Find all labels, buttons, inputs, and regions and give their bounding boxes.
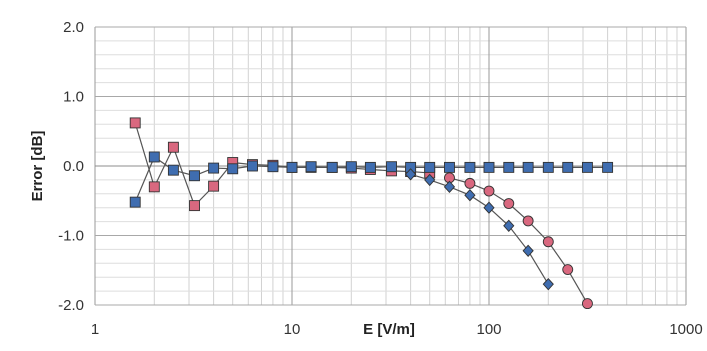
data-point-square (167, 164, 179, 176)
data-point-square (364, 161, 376, 173)
x-tick-labels: 1 10 100 1000 (91, 321, 703, 338)
x-tick-label: 10 (284, 321, 301, 338)
data-point-square (148, 181, 160, 193)
data-point-square (562, 161, 574, 173)
data-point-circle (542, 236, 554, 248)
y-tick-label: -2.0 (58, 297, 84, 314)
x-tick-label: 1 (91, 321, 99, 338)
data-point-diamond (522, 244, 534, 257)
data-point-diamond (443, 180, 456, 194)
data-point-circle (503, 198, 515, 209)
data-point-square (581, 161, 593, 173)
x-tick-label: 1000 (669, 321, 702, 338)
x-tick-label: 100 (476, 321, 501, 338)
data-point-diamond (404, 168, 417, 181)
data-point-diamond (424, 173, 436, 187)
x-axis-title: E [V/m] (363, 321, 415, 338)
data-point-square (189, 170, 200, 182)
series-line (134, 122, 430, 207)
y-tick-label: 0.0 (63, 158, 84, 175)
data-point-square (208, 180, 220, 192)
data-point-square (208, 162, 220, 174)
y-tick-label: 1.0 (63, 89, 84, 106)
data-point-circle (483, 185, 495, 197)
data-point-diamond (542, 277, 554, 291)
y-tick-labels: 2.0 1.0 0.0 -1.0 -2.0 (58, 19, 84, 314)
data-point-circle (581, 298, 593, 310)
data-point-square (444, 161, 455, 173)
data-point-square (189, 200, 200, 212)
data-point-square (286, 161, 298, 173)
data-point-square (483, 161, 495, 173)
y-tick-label: -1.0 (58, 228, 84, 245)
data-point-diamond (483, 201, 495, 214)
data-point-square (542, 161, 554, 173)
data-point-square (326, 161, 338, 173)
data-point-circle (464, 177, 476, 189)
data-point-square (305, 161, 317, 173)
data-point-square (386, 161, 397, 173)
data-point-square (167, 141, 179, 153)
data-point-square (522, 161, 534, 173)
data-point-diamond (464, 189, 476, 202)
data-point-circle (522, 215, 534, 227)
series-3 (129, 151, 614, 208)
data-point-square (129, 196, 141, 208)
series-layer (129, 117, 614, 310)
data-point-diamond (503, 219, 515, 232)
data-point-square (602, 161, 614, 173)
y-axis-title: Error [dB] (29, 131, 46, 202)
data-point-square (148, 151, 160, 163)
data-point-square (464, 161, 476, 173)
y-tick-label: 2.0 (63, 19, 84, 36)
data-point-square (267, 161, 279, 173)
data-point-square (503, 161, 515, 173)
series-4 (404, 168, 554, 291)
data-point-square (227, 163, 239, 175)
data-point-circle (562, 264, 574, 276)
data-point-square (129, 117, 141, 129)
data-point-square (345, 161, 357, 173)
data-point-square (424, 161, 436, 173)
data-point-square (247, 160, 258, 172)
